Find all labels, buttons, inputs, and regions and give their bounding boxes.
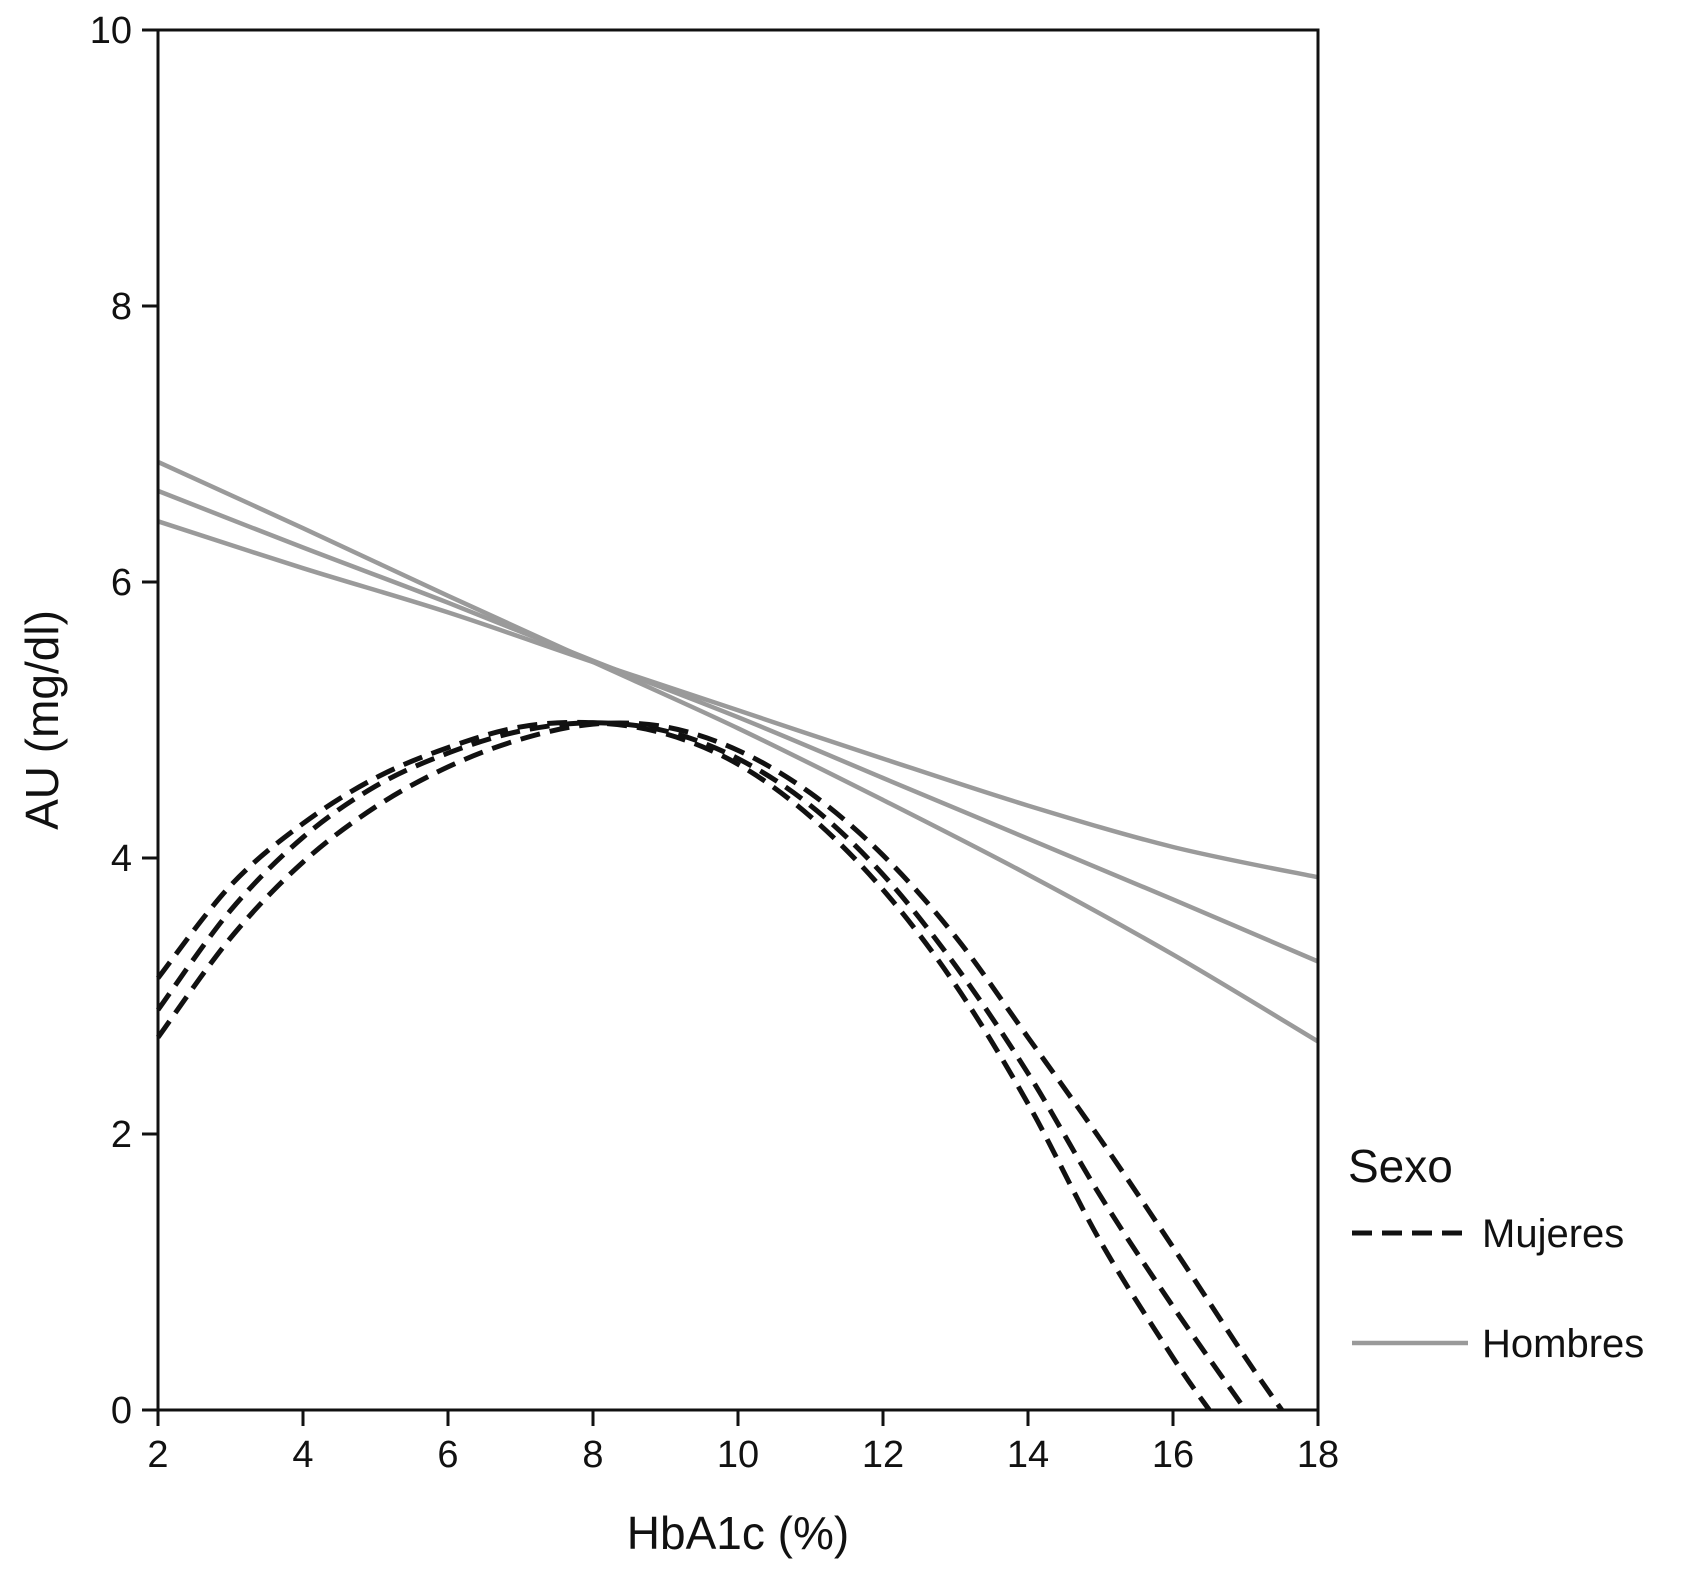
legend: Sexo Mujeres Hombres — [1348, 1140, 1644, 1366]
y-tick-label: 8 — [111, 286, 132, 328]
series-line-mujeres-1 — [156, 719, 1212, 1412]
legend-label-hombres: Hombres — [1482, 1322, 1644, 1366]
x-tick-label: 10 — [717, 1434, 759, 1476]
x-tick-label: 4 — [292, 1434, 313, 1476]
x-tick-label: 2 — [147, 1434, 168, 1476]
series-line-mujeres-3 — [155, 720, 1284, 1412]
series-line-hombres-4 — [157, 459, 1320, 1044]
y-axis-title: AU (mg/dl) — [16, 610, 68, 830]
plot-frame — [156, 28, 1320, 1412]
y-tick-label: 0 — [111, 1390, 132, 1432]
y-tick-label: 4 — [111, 838, 132, 880]
y-tick-label: 10 — [90, 10, 132, 52]
legend-title: Sexo — [1348, 1140, 1453, 1192]
x-tick-label: 12 — [862, 1434, 904, 1476]
plot-curves — [155, 459, 1320, 1412]
x-tick-label: 14 — [1007, 1434, 1049, 1476]
series-line-hombres-6 — [157, 519, 1319, 880]
legend-label-mujeres: Mujeres — [1482, 1212, 1624, 1256]
series-line-mujeres-2 — [155, 720, 1248, 1412]
series-line-hombres-5 — [157, 488, 1319, 964]
x-axis-title: HbA1c (%) — [627, 1507, 849, 1559]
y-tick-label: 6 — [111, 562, 132, 604]
y-tick-label: 2 — [111, 1114, 132, 1156]
x-tick-label: 6 — [437, 1434, 458, 1476]
x-tick-label: 16 — [1152, 1434, 1194, 1476]
x-tick-label: 18 — [1297, 1434, 1339, 1476]
x-tick-label: 8 — [582, 1434, 603, 1476]
